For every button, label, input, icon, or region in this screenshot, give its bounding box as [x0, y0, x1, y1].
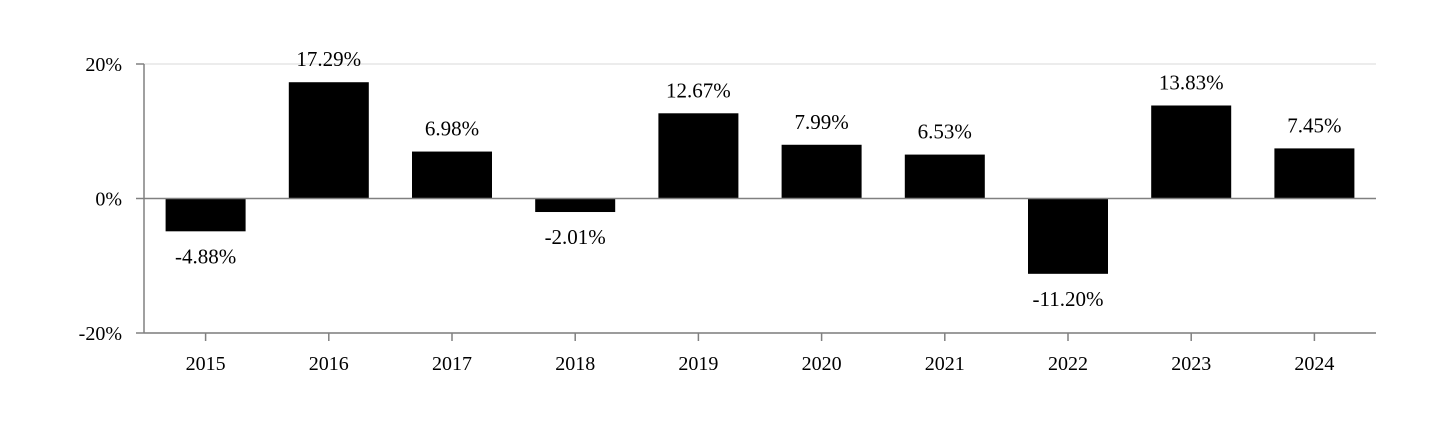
y-tick-label: -20%: [79, 323, 122, 345]
bar-2023: [1151, 105, 1232, 199]
data-label-2015: -4.88%: [175, 244, 236, 268]
bar-2019: [658, 113, 739, 199]
data-label-2023: 13.83%: [1159, 70, 1224, 94]
bar-2022: [1028, 198, 1108, 274]
data-label-2018: -2.01%: [545, 225, 606, 249]
x-tick-label: 2018: [555, 353, 595, 375]
bar-2020: [781, 144, 862, 199]
axes: -20% 0% 20% 2015 2016 2017 2018 2019 2020 2021 202…: [79, 54, 1376, 375]
bar-2016: [288, 82, 369, 199]
y-tick-label: 20%: [85, 54, 122, 76]
data-label-2020: 7.99%: [794, 110, 848, 134]
data-label-2021: 6.53%: [918, 120, 972, 144]
x-tick-label: 2019: [678, 353, 718, 375]
data-label-2016: 17.29%: [296, 47, 361, 71]
data-label-2022: -11.20%: [1033, 287, 1104, 311]
data-labels: -4.88% 17.29% 6.98% -2.01% 12.67% 7.99% 6.53% -…: [175, 47, 1342, 311]
bar-2021: [904, 154, 985, 199]
x-tick-label: 2016: [309, 353, 349, 375]
x-tick-label: 2021: [925, 353, 965, 375]
bars: [165, 82, 1355, 274]
bar-2024: [1274, 148, 1355, 199]
x-tick-label: 2024: [1294, 353, 1334, 375]
x-tick-label: 2017: [432, 353, 472, 375]
data-label-2017: 6.98%: [425, 117, 479, 141]
y-tick-label: 0%: [95, 189, 122, 211]
data-label-2019: 12.67%: [666, 78, 731, 102]
bar-2018: [535, 198, 616, 213]
x-tick-label: 2015: [186, 353, 226, 375]
x-tick-label: 2023: [1171, 353, 1211, 375]
bar-2017: [412, 151, 492, 199]
data-label-2024: 7.45%: [1287, 113, 1341, 137]
bar-2015: [165, 198, 246, 232]
x-tick-label: 2022: [1048, 353, 1088, 375]
x-tick-label: 2020: [802, 353, 842, 375]
